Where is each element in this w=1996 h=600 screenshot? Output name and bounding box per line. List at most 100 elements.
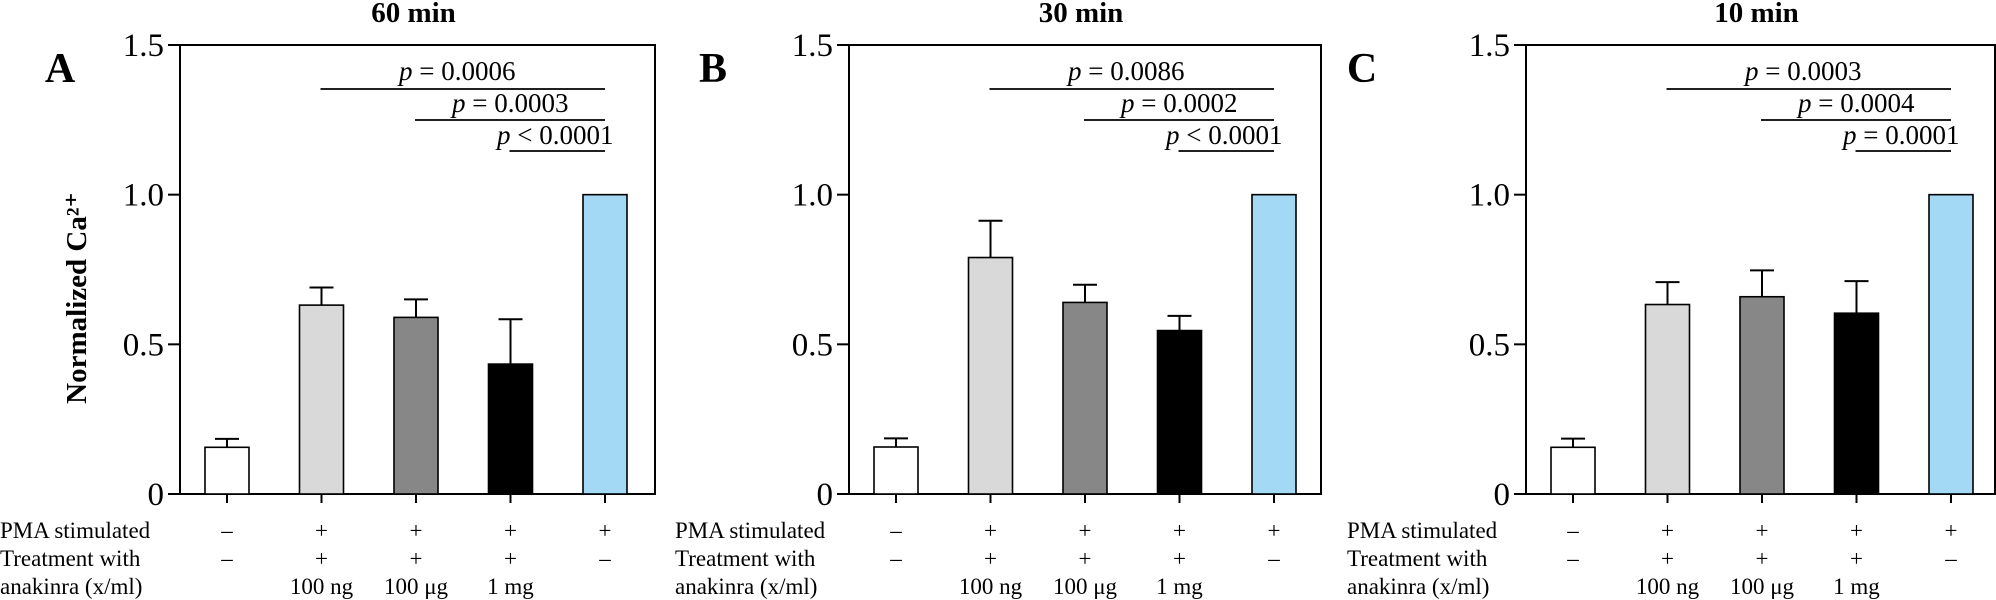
condition-value: +: [984, 518, 997, 543]
panel-letter: B: [699, 46, 727, 92]
bar-1: [204, 446, 250, 495]
condition-value: +: [315, 518, 328, 543]
condition-value: +: [1661, 518, 1674, 543]
p-symbol: p: [495, 120, 511, 150]
p-value-label: p < 0.0001: [1164, 120, 1282, 150]
condition-value: +: [504, 518, 517, 543]
condition-row-label: Treatment with: [675, 546, 816, 571]
y-tick-label: 0.5: [123, 327, 164, 363]
bar-4: [1833, 312, 1880, 495]
y-tick-label: 0.5: [1469, 327, 1510, 363]
p-value: = 0.0001: [1857, 120, 1960, 150]
condition-value: 100 ng: [290, 574, 354, 599]
y-tick-label: 0: [817, 477, 834, 513]
condition-row-label: Treatment with: [1347, 546, 1488, 571]
condition-value: 100 ng: [959, 574, 1023, 599]
condition-value: 1 mg: [1833, 574, 1880, 599]
p-value-label: p = 0.0003: [450, 88, 568, 118]
y-tick-label: 0: [148, 477, 165, 513]
p-value: = 0.0002: [1135, 88, 1238, 118]
bar-1: [1550, 446, 1596, 495]
panel-letter: A: [45, 46, 76, 92]
bar-3: [1739, 295, 1785, 495]
p-symbol: p: [1841, 120, 1857, 150]
condition-row-label: PMA stimulated: [0, 518, 151, 543]
p-value-label: p = 0.0001: [1841, 120, 1959, 150]
condition-value: +: [1756, 546, 1769, 571]
p-symbol: p: [1066, 56, 1082, 86]
condition-row-label: Treatment with: [0, 546, 141, 571]
condition-value: +: [1850, 546, 1863, 571]
p-value: = 0.0003: [1759, 56, 1862, 86]
panel-a: A 60 min Normalized Ca²⁺ 0 0.5 1.0 1.5 p = 0.00…: [0, 0, 656, 599]
p-value-label: p = 0.0003: [1743, 56, 1861, 86]
panel-letter: C: [1347, 46, 1377, 92]
bar-5: [1251, 193, 1297, 495]
condition-value: –: [1566, 546, 1579, 571]
condition-row-label: PMA stimulated: [675, 518, 826, 543]
condition-value: +: [984, 546, 997, 571]
condition-value: 100 μg: [384, 574, 449, 599]
condition-value: +: [1173, 518, 1186, 543]
p-value: < 0.0001: [511, 120, 614, 150]
condition-value: 100 μg: [1053, 574, 1118, 599]
p-symbol: p: [1164, 120, 1180, 150]
condition-row-label: PMA stimulated: [1347, 518, 1498, 543]
y-tick-label: 0: [1494, 477, 1511, 513]
p-symbol: p: [1743, 56, 1759, 86]
p-value-label: p = 0.0006: [397, 56, 515, 86]
panel-title: 30 min: [1039, 0, 1124, 29]
condition-value: –: [1944, 546, 1957, 571]
bar-4: [487, 363, 534, 495]
bar-1: [873, 446, 919, 495]
condition-value: +: [1756, 518, 1769, 543]
p-value: = 0.0006: [413, 56, 516, 86]
p-symbol: p: [1119, 88, 1135, 118]
bar-5: [1928, 193, 1974, 495]
condition-value: +: [599, 518, 612, 543]
condition-value: –: [1267, 546, 1280, 571]
condition-value: +: [1850, 518, 1863, 543]
y-axis-label: Normalized Ca²⁺: [61, 192, 93, 404]
y-tick-label: 0.5: [792, 327, 833, 363]
condition-value: +: [1079, 518, 1092, 543]
condition-value: +: [1268, 518, 1281, 543]
condition-value: –: [889, 518, 902, 543]
condition-value: –: [598, 546, 611, 571]
y-tick-label: 1.5: [123, 28, 164, 64]
p-value: = 0.0086: [1082, 56, 1185, 86]
condition-value: 100 μg: [1730, 574, 1795, 599]
p-value: = 0.0003: [466, 88, 569, 118]
condition-value: +: [504, 546, 517, 571]
p-value-label: p = 0.0002: [1119, 88, 1237, 118]
condition-value: –: [889, 546, 902, 571]
condition-value: +: [1173, 546, 1186, 571]
y-tick-label: 1.0: [123, 178, 164, 214]
condition-value: –: [1566, 518, 1579, 543]
condition-value: 1 mg: [1156, 574, 1203, 599]
condition-value: +: [410, 546, 423, 571]
p-symbol: p: [450, 88, 466, 118]
y-tick-label: 1.5: [792, 28, 833, 64]
p-value: < 0.0001: [1180, 120, 1283, 150]
panel-title: 60 min: [371, 0, 456, 29]
y-tick-label: 1.0: [792, 178, 833, 214]
y-tick-label: 1.0: [1469, 178, 1510, 214]
y-tick-label: 1.5: [1469, 28, 1510, 64]
bar-4: [1156, 329, 1203, 495]
bar-3: [393, 316, 439, 495]
panel-title: 10 min: [1714, 0, 1799, 29]
p-value-label: p = 0.0004: [1796, 88, 1915, 118]
p-symbol: p: [397, 56, 413, 86]
condition-value: +: [1661, 546, 1674, 571]
bar-2: [1644, 303, 1691, 495]
condition-value: –: [220, 546, 233, 571]
p-value-label: p = 0.0086: [1066, 56, 1184, 86]
bar-3: [1062, 301, 1108, 495]
p-value: = 0.0004: [1812, 88, 1915, 118]
condition-value: 100 ng: [1636, 574, 1700, 599]
condition-value: +: [1945, 518, 1958, 543]
